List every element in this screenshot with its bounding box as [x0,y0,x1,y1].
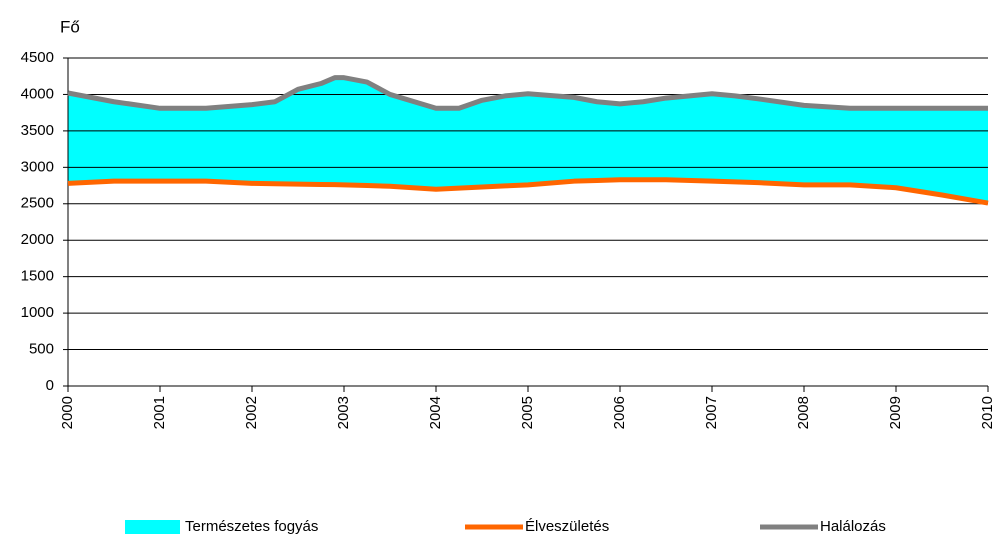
x-tick-label: 2003 [335,396,352,429]
x-tick-label: 2000 [59,396,76,429]
y-tick-label: 4500 [21,49,54,66]
x-tick-label: 2002 [243,396,260,429]
line [67,75,988,111]
y-tick-label: 3500 [21,122,54,139]
x-tick-label: 2010 [979,396,993,429]
y-tick-label: 500 [29,341,54,358]
legend-label: Természetes fogyás [185,518,318,535]
x-tick-label: 2001 [151,396,168,429]
y-axis-label: Fő [60,17,80,36]
x-tick-label: 2009 [887,396,904,429]
y-tick-label: 2000 [21,231,54,248]
y-tick-label: 4000 [21,85,54,102]
x-tick-label: 2004 [427,396,444,429]
y-tick-label: 1500 [21,268,54,285]
y-tick-label: 0 [46,377,54,394]
x-tick-label: 2005 [519,396,536,429]
legend-label: Halálozás [820,518,886,535]
y-tick-label: 3000 [21,158,54,175]
legend-label: Élveszületés [525,518,609,535]
legend-swatch [125,520,180,534]
y-tick-label: 2500 [21,195,54,212]
y-tick-label: 1000 [21,304,54,321]
x-tick-label: 2006 [611,396,628,429]
x-tick-label: 2008 [795,396,812,429]
line [67,177,989,206]
area [68,77,988,204]
x-tick-label: 2007 [703,396,720,429]
